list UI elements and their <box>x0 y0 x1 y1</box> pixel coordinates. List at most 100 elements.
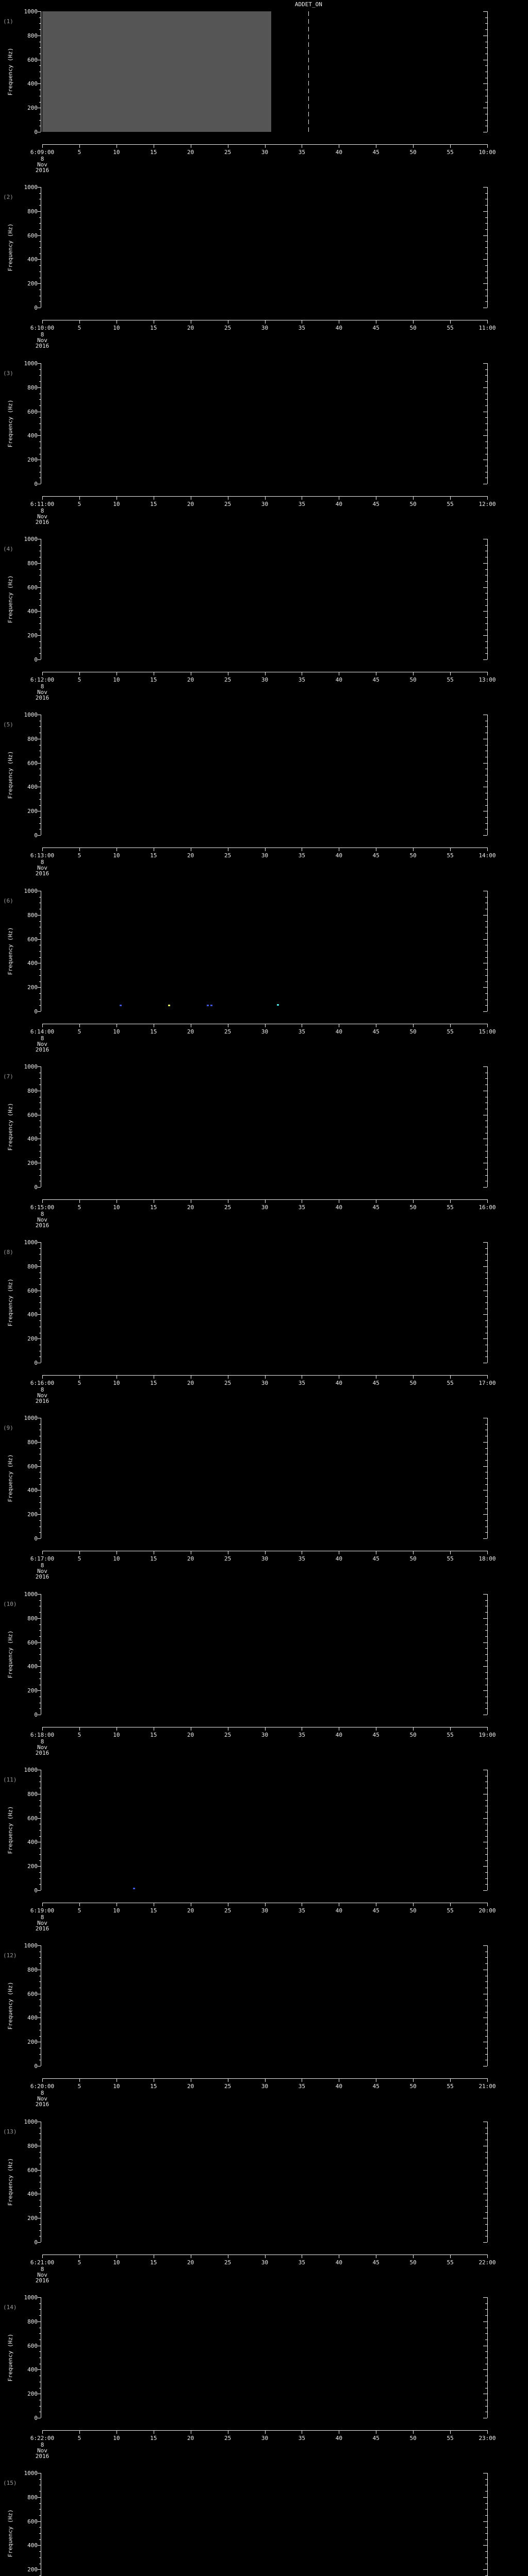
y-tick-label: 800 <box>27 2142 38 2149</box>
y-tick-label: 200 <box>27 456 38 464</box>
y-major-tick <box>483 1266 487 1267</box>
y-tick-label: 0 <box>34 2415 38 2421</box>
y-minor-tick <box>39 569 41 570</box>
x-minute-tick-label: 20 <box>187 2259 194 2266</box>
x-major-tick <box>487 2079 488 2082</box>
y-minor-tick <box>39 217 41 218</box>
x-minute-tick-label: 15 <box>150 676 157 683</box>
x-minute-tick-label: 15 <box>150 501 157 507</box>
y-tick-label: 600 <box>27 1463 38 1470</box>
date-line: 2016 <box>35 1925 50 1932</box>
y-tick-label: 200 <box>27 105 38 112</box>
y-major-tick <box>483 259 487 260</box>
y-tick-label: 1000 <box>24 1591 38 1598</box>
y-major-tick <box>38 1187 41 1188</box>
x-major-tick <box>450 1200 451 1203</box>
y-minor-tick <box>485 1660 487 1661</box>
x-major-tick <box>79 1200 80 1203</box>
y-minor-tick <box>485 423 487 424</box>
y-minor-tick <box>39 623 41 624</box>
y-minor-tick <box>39 805 41 806</box>
x-minute-tick-label: 20 <box>187 2083 194 2090</box>
y-minor-tick <box>39 2491 41 2492</box>
y-minor-tick <box>485 605 487 606</box>
y-minor-tick <box>39 2351 41 2352</box>
x-last-tick-label: 21:00 <box>478 2083 496 2090</box>
x-minute-tick-label: 50 <box>409 501 417 507</box>
y-major-tick <box>38 1642 41 1643</box>
x-minute-tick-label: 20 <box>187 676 194 683</box>
y-minor-tick <box>39 2527 41 2528</box>
y-major-tick <box>483 1314 487 1315</box>
x-first-tick-label: 6:10:00 <box>30 325 55 331</box>
x-axis-line <box>42 2078 488 2079</box>
date-line: Nov <box>37 1041 47 1047</box>
y-minor-tick <box>39 545 41 546</box>
y-major-tick <box>38 259 41 260</box>
x-major-tick <box>42 497 43 500</box>
y-axis-title: Frequency (Hz) <box>7 1806 14 1854</box>
x-major-tick <box>450 1551 451 1554</box>
y-major-tick <box>483 762 487 764</box>
x-minute-tick-label: 20 <box>187 325 194 331</box>
x-major-tick <box>450 2255 451 2258</box>
date-line: 8 <box>40 1035 44 1042</box>
y-minor-tick <box>39 817 41 818</box>
date-line: Nov <box>37 2095 47 2102</box>
y-minor-tick <box>39 969 41 970</box>
x-major-tick <box>265 2079 266 2082</box>
y-minor-tick <box>39 2309 41 2310</box>
x-minute-tick-label: 30 <box>261 1732 269 1738</box>
y-tick-label: 200 <box>27 1160 38 1167</box>
x-minute-tick-label: 45 <box>372 1732 380 1738</box>
y-minor-tick <box>39 599 41 600</box>
y-tick-label: 200 <box>27 2215 38 2222</box>
y-minor-tick <box>485 1532 487 1533</box>
y-axis-title: Frequency (Hz) <box>7 1630 14 1679</box>
y-major-tick <box>483 1066 487 1067</box>
x-minute-tick-label: 40 <box>335 852 342 859</box>
y-minor-tick <box>39 241 41 242</box>
y-minor-tick <box>485 975 487 976</box>
x-axis-line <box>42 496 488 497</box>
y-tick-label: 1000 <box>24 360 38 367</box>
y-major-tick <box>38 939 41 940</box>
y-minor-tick <box>485 1260 487 1261</box>
y-minor-tick <box>485 2351 487 2352</box>
panel-index-label: (7) <box>3 1073 13 1080</box>
y-minor-tick <box>39 405 41 406</box>
y-minor-tick <box>39 223 41 224</box>
x-major-tick <box>79 1903 80 1906</box>
x-last-tick-label: 23:00 <box>478 2435 496 2442</box>
panel-index-label: (11) <box>3 1776 17 1783</box>
x-minute-tick-label: 15 <box>150 2083 157 2090</box>
y-minor-tick <box>485 23 487 24</box>
y-tick-label: 1000 <box>24 2119 38 2125</box>
y-minor-tick <box>39 2036 41 2037</box>
x-minute-tick-label: 25 <box>224 2083 232 2090</box>
y-major-tick <box>38 1466 41 1467</box>
y-tick-label: 400 <box>27 1311 38 1318</box>
x-minute-tick-label: 45 <box>372 1204 380 1211</box>
x-minute-tick-label: 35 <box>298 1380 306 1386</box>
x-minute-tick-label: 40 <box>335 1555 342 1562</box>
date-line: 2016 <box>35 1398 50 1404</box>
x-minute-tick-label: 5 <box>77 1732 81 1738</box>
y-minor-tick <box>39 2333 41 2334</box>
y-minor-tick <box>39 2551 41 2552</box>
y-minor-tick <box>39 726 41 727</box>
y-minor-tick <box>485 1830 487 1831</box>
x-minute-tick-label: 55 <box>447 1204 454 1211</box>
y-minor-tick <box>485 993 487 994</box>
y-major-tick <box>38 914 41 916</box>
y-minor-tick <box>485 1624 487 1625</box>
y-minor-tick <box>39 1248 41 1249</box>
y-minor-tick <box>39 369 41 370</box>
y-minor-tick <box>485 1278 487 1279</box>
y-axis-title: Frequency (Hz) <box>7 751 14 799</box>
spectral-speck <box>277 1004 279 1006</box>
x-minute-tick-label: 25 <box>224 325 232 331</box>
spectrogram-panel: (4) Frequency (Hz) 1000 800 600 400 200 0 6:12:0… <box>0 528 528 704</box>
y-major-tick <box>38 283 41 284</box>
y-minor-tick <box>39 1260 41 1261</box>
